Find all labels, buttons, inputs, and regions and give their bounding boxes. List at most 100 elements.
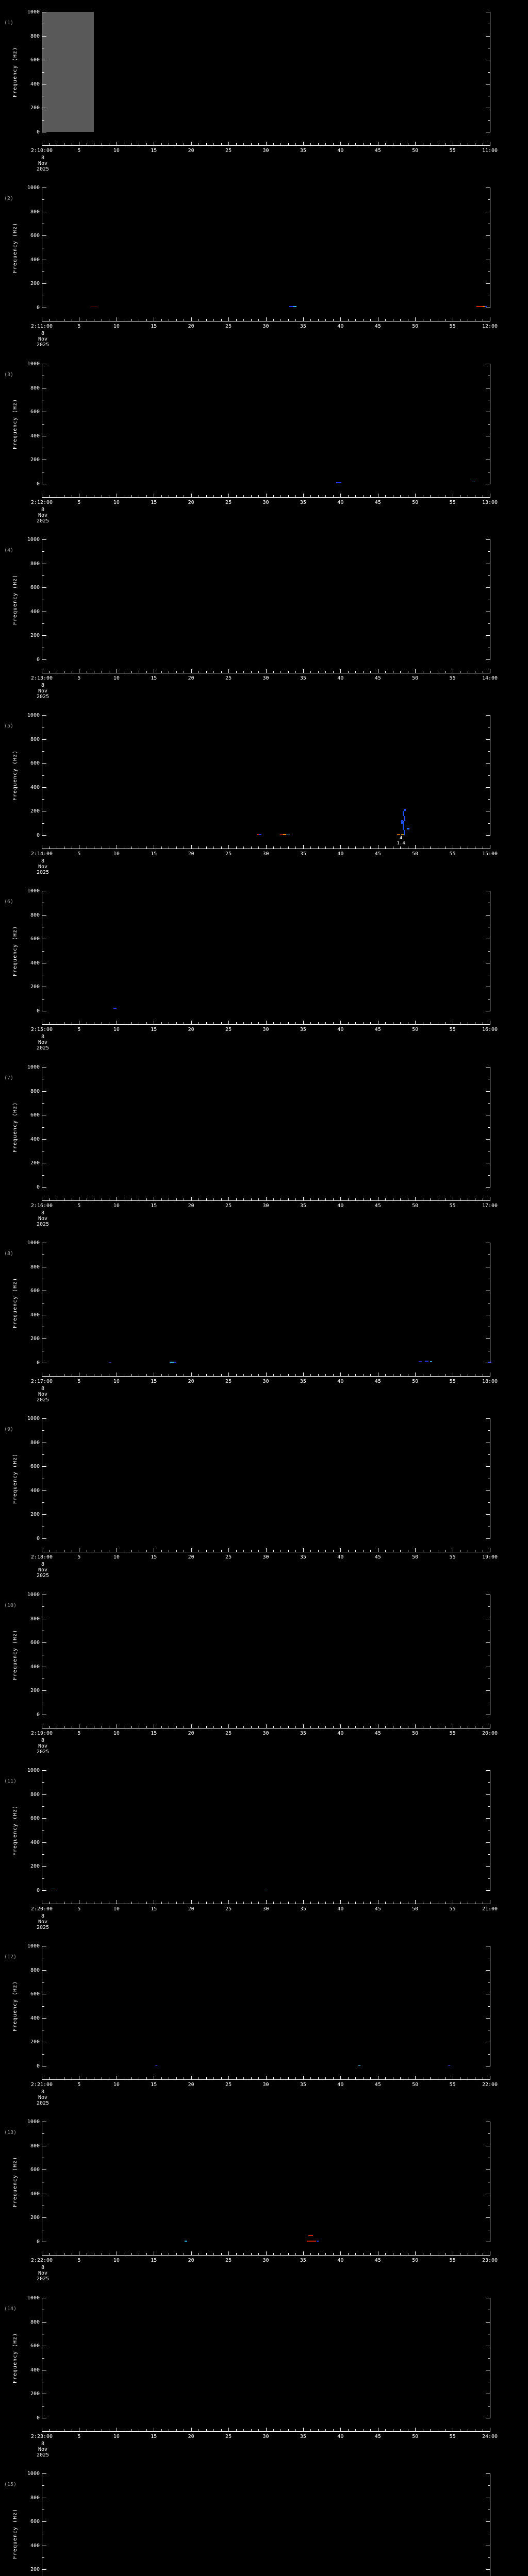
x-tick — [325, 1198, 326, 1200]
x-tick — [385, 319, 386, 321]
x-tick-label: 40 — [337, 1731, 344, 1736]
x-tick-label: 50 — [412, 675, 419, 681]
date-label: Nov — [38, 1392, 48, 1397]
spectral-feature — [472, 481, 475, 483]
y-tick-label: 200 — [30, 1863, 40, 1870]
y-tick-label: 200 — [30, 2215, 40, 2221]
x-tick — [49, 143, 50, 145]
x-axis — [42, 2079, 490, 2080]
y-axis-title: Frequency (Hz) — [12, 398, 18, 449]
x-tick — [49, 1550, 50, 1552]
time-end-label: 11:00 — [482, 148, 498, 154]
x-tick — [400, 2253, 401, 2255]
x-tick-label: 35 — [300, 2258, 306, 2263]
x-tick — [333, 495, 334, 497]
x-tick — [228, 142, 229, 145]
spectral-feature — [90, 306, 98, 308]
y-tick — [42, 2321, 46, 2323]
x-tick — [295, 1726, 296, 1728]
x-tick-label: 35 — [300, 2082, 306, 2088]
x-tick — [288, 1726, 289, 1728]
x-tick-label: 30 — [262, 1906, 269, 1912]
y-tick — [42, 2054, 44, 2055]
x-tick — [49, 1902, 50, 1904]
date-label: Nov — [38, 2447, 48, 2452]
spectral-feature — [419, 1361, 422, 1362]
y-tick — [488, 72, 490, 73]
y-tick-label: 0 — [36, 2239, 40, 2245]
x-tick-label: 50 — [412, 1027, 419, 1032]
x-tick — [295, 2253, 296, 2255]
y-tick — [486, 1538, 490, 1539]
x-tick — [251, 143, 252, 145]
time-start-label: 2:14:00 — [30, 851, 53, 857]
x-tick — [362, 1022, 364, 1024]
y-tick — [488, 1806, 490, 1807]
x-tick — [221, 846, 222, 849]
y-tick — [42, 823, 44, 824]
x-tick — [213, 319, 214, 321]
x-tick — [266, 2428, 267, 2431]
y-tick — [486, 1139, 490, 1140]
spectral-feature — [308, 2235, 313, 2236]
x-tick — [310, 671, 311, 673]
y-tick — [42, 1866, 46, 1867]
x-tick — [318, 143, 319, 145]
x-tick-label: 45 — [374, 1731, 381, 1736]
x-tick — [221, 2077, 222, 2079]
x-tick — [221, 2429, 222, 2431]
x-tick — [340, 1197, 341, 1200]
y-tick-label: 400 — [30, 257, 40, 263]
spectral-feature — [403, 829, 405, 835]
y-tick-label: 200 — [30, 808, 40, 815]
date-label: 2025 — [36, 1749, 50, 1755]
x-tick — [348, 671, 349, 673]
y-tick-label: 1000 — [27, 1240, 40, 1246]
y-tick-label: 600 — [30, 1464, 40, 1470]
y-tick — [488, 1127, 490, 1128]
x-tick — [348, 319, 349, 321]
x-tick — [236, 1550, 237, 1552]
time-end-label: 19:00 — [482, 1554, 498, 1560]
x-tick — [161, 1550, 162, 1552]
y-tick — [488, 799, 490, 800]
x-tick — [213, 1022, 214, 1024]
x-tick — [295, 2077, 296, 2079]
x-tick — [266, 317, 267, 321]
x-tick-label: 55 — [449, 1731, 456, 1736]
x-tick — [325, 671, 326, 673]
x-tick-label: 15 — [151, 1906, 157, 1912]
x-tick — [49, 1198, 50, 1200]
y-tick — [488, 2358, 490, 2359]
x-tick — [146, 671, 147, 673]
date-label: 8 — [41, 1210, 45, 1216]
spectral-feature — [476, 306, 483, 307]
x-tick — [251, 671, 252, 673]
x-tick-label: 40 — [337, 1906, 344, 1912]
x-tick — [445, 2429, 446, 2431]
x-tick — [221, 495, 222, 497]
x-tick — [243, 1374, 244, 1376]
y-tick-label: 1000 — [27, 2119, 40, 2125]
x-tick — [221, 2253, 222, 2255]
x-tick — [333, 319, 334, 321]
y-tick-label: 600 — [30, 1640, 40, 1646]
x-tick — [146, 2429, 147, 2431]
time-start-label: 2:17:00 — [30, 1379, 53, 1384]
x-tick — [131, 1550, 132, 1552]
y-tick-label: 0 — [36, 2063, 40, 2069]
x-tick — [131, 319, 132, 321]
data-gap-region — [42, 12, 94, 132]
y-tick — [486, 1466, 490, 1467]
x-tick — [400, 495, 401, 497]
x-tick — [251, 1022, 252, 1024]
x-tick — [176, 2429, 177, 2431]
x-tick — [176, 846, 177, 849]
x-tick — [243, 2077, 244, 2079]
y-tick — [488, 951, 490, 952]
y-tick — [486, 2217, 490, 2218]
y-tick — [486, 1490, 490, 1491]
x-tick — [348, 1902, 349, 1904]
x-tick — [385, 1726, 386, 1728]
x-tick — [191, 1372, 192, 1376]
